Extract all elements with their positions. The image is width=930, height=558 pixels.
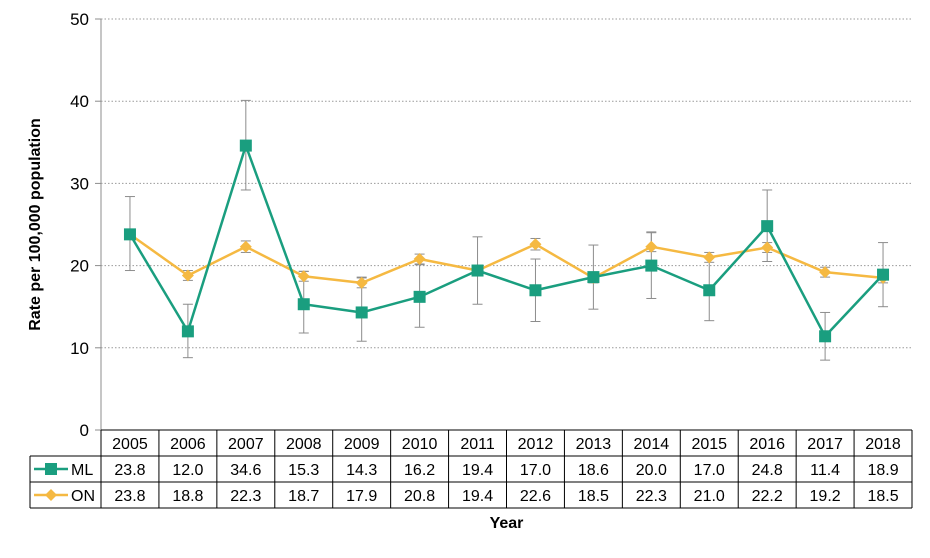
- y-tick-label: 50: [70, 10, 89, 29]
- y-tick-label: 30: [70, 174, 89, 193]
- x-tick-label: 2013: [576, 436, 612, 453]
- legend-key-marker-on: [45, 489, 57, 501]
- data-point-ml: [181, 325, 194, 338]
- data-point-ml: [355, 306, 368, 319]
- y-tick-label: 20: [70, 257, 89, 276]
- data-point-ml: [761, 220, 774, 233]
- data-point-on: [181, 269, 194, 282]
- x-tick-label: 2017: [807, 436, 843, 453]
- data-point-ml: [587, 271, 600, 284]
- x-tick-label: 2005: [112, 436, 148, 453]
- y-axis-title: Rate per 100,000 population: [27, 118, 44, 331]
- data-label-on: 22.6: [520, 488, 551, 505]
- legend-label-ml: ML: [71, 462, 93, 479]
- data-label-on: 18.7: [288, 488, 319, 505]
- data-label-ml: 19.4: [462, 462, 493, 479]
- x-tick-label: 2015: [691, 436, 727, 453]
- data-point-on: [819, 266, 832, 279]
- data-label-on: 18.5: [867, 488, 898, 505]
- data-label-on: 19.2: [810, 488, 841, 505]
- data-label-on: 18.8: [172, 488, 203, 505]
- data-label-on: 17.9: [346, 488, 377, 505]
- y-tick-label: 0: [80, 421, 89, 440]
- x-tick-label: 2008: [286, 436, 322, 453]
- x-tick-label: 2011: [460, 436, 495, 453]
- x-axis-title: Year: [490, 515, 524, 532]
- series-lines: [128, 144, 884, 338]
- data-point-on: [761, 241, 774, 254]
- x-tick-label: 2006: [170, 436, 206, 453]
- data-point-ml: [471, 264, 484, 277]
- data-label-ml: 12.0: [172, 462, 203, 479]
- data-table: 2005 2006 2007 2008 2009 2010 2011 2012 2013 2014…: [29, 429, 913, 509]
- data-point-on: [239, 240, 252, 253]
- data-point-ml: [819, 330, 832, 343]
- data-point-ml: [703, 284, 716, 297]
- data-label-ml: 16.2: [404, 462, 435, 479]
- x-tick-label: 2007: [228, 436, 264, 453]
- data-label-ml: 18.9: [867, 462, 898, 479]
- x-tick-label: 2012: [518, 436, 554, 453]
- data-point-ml: [297, 298, 310, 311]
- error-bars: [124, 99, 889, 361]
- data-point-ml: [239, 139, 252, 152]
- data-label-on: 22.3: [230, 488, 261, 505]
- data-label-ml: 15.3: [288, 462, 319, 479]
- data-label-on: 22.2: [752, 488, 783, 505]
- x-tick-label: 2009: [344, 436, 380, 453]
- x-tick-label: 2010: [402, 436, 438, 453]
- gridlines: [95, 18, 912, 431]
- data-label-ml: 17.0: [520, 462, 551, 479]
- data-point-ml: [877, 268, 890, 281]
- data-point-on: [645, 240, 658, 253]
- data-label-on: 22.3: [636, 488, 667, 505]
- data-point-on: [529, 238, 542, 251]
- data-point-ml: [529, 284, 542, 297]
- x-tick-label: 2016: [749, 436, 785, 453]
- legend-key-marker-ml: [45, 463, 57, 475]
- data-point-ml: [123, 228, 136, 241]
- data-point-on: [413, 253, 426, 266]
- data-point-on: [703, 251, 716, 264]
- series-markers: [123, 139, 890, 343]
- data-label-ml: 20.0: [636, 462, 667, 479]
- data-point-ml: [413, 290, 426, 303]
- x-tick-label: 2014: [634, 436, 670, 453]
- data-label-ml: 17.0: [694, 462, 725, 479]
- data-label-ml: 34.6: [230, 462, 261, 479]
- data-point-on: [297, 270, 310, 283]
- data-label-ml: 23.8: [114, 462, 145, 479]
- y-tick-label: 10: [70, 339, 89, 358]
- data-label-on: 20.8: [404, 488, 435, 505]
- data-label-ml: 11.4: [810, 462, 840, 479]
- series-line-ml: [128, 144, 884, 338]
- data-label-on: 19.4: [462, 488, 493, 505]
- data-label-ml: 24.8: [752, 462, 783, 479]
- data-label-on: 18.5: [578, 488, 609, 505]
- data-label-ml: 14.3: [346, 462, 377, 479]
- data-point-on: [355, 276, 368, 289]
- y-axis-ticks: 0 10 20 30 40 50: [70, 10, 89, 440]
- data-label-on: 21.0: [694, 488, 725, 505]
- y-tick-label: 40: [70, 92, 89, 111]
- x-tick-label: 2018: [865, 436, 901, 453]
- data-label-on: 23.8: [114, 488, 145, 505]
- data-label-ml: 18.6: [578, 462, 609, 479]
- series-line-on: [129, 233, 884, 285]
- legend-label-on: ON: [71, 488, 95, 505]
- data-point-ml: [645, 259, 658, 272]
